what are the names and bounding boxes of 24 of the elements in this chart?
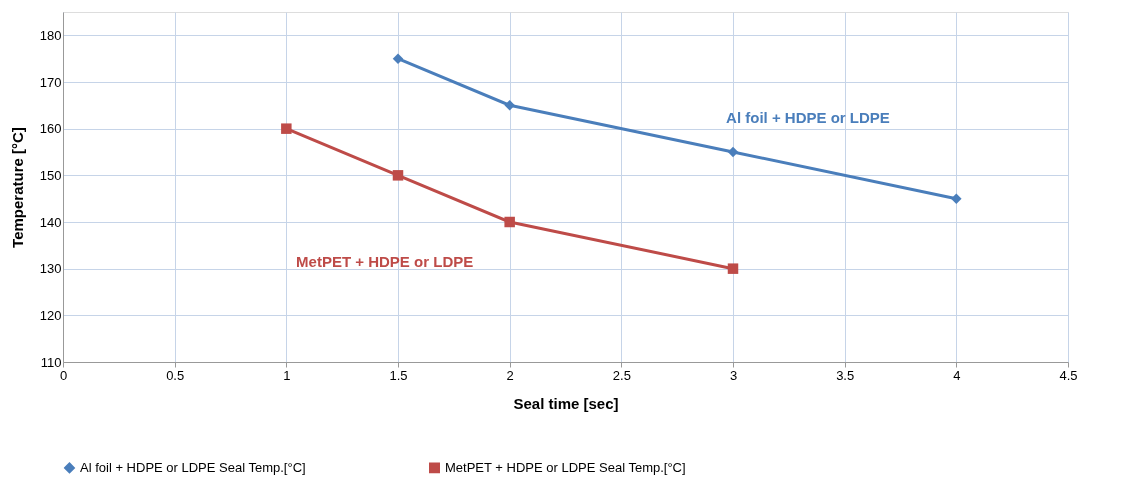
- x-tick-label: 2.5: [612, 367, 631, 383]
- y-tick-label: 120: [39, 307, 62, 323]
- y-tick-label: 170: [39, 74, 62, 90]
- y-tick-label: 150: [39, 167, 62, 183]
- x-tick-label: 3.5: [836, 367, 855, 383]
- y-tick-label: 180: [39, 27, 62, 43]
- y-tick-label: 110: [40, 354, 62, 370]
- y-tick-label: 130: [39, 261, 62, 277]
- x-tick-label: 4: [953, 367, 961, 383]
- x-tick-label: 2: [506, 367, 514, 383]
- annotation: MetPET + HDPE or LDPE: [296, 253, 474, 270]
- y-tick-label: 160: [39, 121, 62, 137]
- x-tick-label: 0: [59, 367, 68, 383]
- x-tick-label: 1: [283, 367, 291, 383]
- x-tick-label: 4.5: [1059, 367, 1078, 383]
- x-axis-title: Seal time [sec]: [513, 394, 619, 412]
- legend-label: Al foil + HDPE or LDPE Seal Temp.[°C]: [80, 459, 306, 475]
- x-tick-label: 3: [729, 367, 738, 383]
- x-tick-label: 1.5: [389, 367, 408, 383]
- annotation: Al foil + HDPE or LDPE: [726, 109, 890, 126]
- y-tick-label: 140: [39, 214, 62, 230]
- legend-label: MetPET + HDPE or LDPE Seal Temp.[°C]: [445, 459, 686, 475]
- x-tick-label: 0.5: [166, 367, 185, 383]
- y-axis-title: Temperature [°C]: [8, 127, 26, 248]
